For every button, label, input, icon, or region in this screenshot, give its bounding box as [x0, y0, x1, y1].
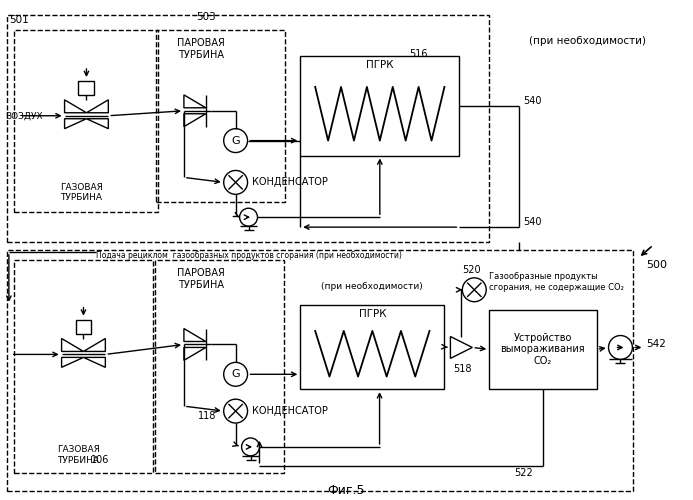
- Text: 500: 500: [647, 260, 667, 270]
- Circle shape: [224, 362, 247, 386]
- Text: (при необходимости): (при необходимости): [322, 282, 423, 292]
- Text: ГАЗОВАЯ
ТУРБИНА: ГАЗОВАЯ ТУРБИНА: [57, 446, 100, 465]
- Bar: [7, 16, 489, 242]
- Bar: [78, 81, 94, 95]
- Text: 503: 503: [196, 12, 216, 22]
- Polygon shape: [184, 348, 206, 360]
- Circle shape: [240, 208, 258, 226]
- Bar: [300, 304, 444, 389]
- Polygon shape: [64, 118, 87, 128]
- Polygon shape: [87, 118, 108, 128]
- Text: ВОЗДУХ: ВОЗДУХ: [5, 112, 42, 120]
- Text: КОНДЕНСАТОР: КОНДЕНСАТОР: [252, 406, 327, 416]
- Bar: [14, 260, 153, 473]
- Circle shape: [224, 170, 247, 194]
- Text: ПАРОВАЯ
ТУРБИНА: ПАРОВАЯ ТУРБИНА: [177, 38, 225, 60]
- Circle shape: [462, 278, 486, 301]
- Polygon shape: [62, 338, 83, 351]
- Bar: [76, 320, 91, 334]
- Polygon shape: [64, 100, 87, 113]
- Polygon shape: [87, 100, 108, 113]
- Text: Устройство
вымораживания
СО₂: Устройство вымораживания СО₂: [500, 333, 585, 366]
- Text: ГАЗОВАЯ
ТУРБИНА: ГАЗОВАЯ ТУРБИНА: [60, 183, 103, 203]
- Text: 520: 520: [462, 265, 481, 275]
- Polygon shape: [62, 358, 83, 368]
- Circle shape: [224, 128, 247, 152]
- Text: ПАРОВАЯ
ТУРБИНА: ПАРОВАЯ ТУРБИНА: [177, 268, 225, 289]
- Text: 540: 540: [523, 217, 541, 227]
- Circle shape: [224, 399, 247, 423]
- Circle shape: [608, 336, 633, 359]
- Text: 542: 542: [647, 340, 666, 349]
- Text: ПГРК: ПГРК: [358, 308, 386, 318]
- Text: 118: 118: [198, 411, 216, 421]
- Polygon shape: [83, 338, 105, 351]
- Text: ПГРК: ПГРК: [366, 60, 394, 70]
- Text: 518: 518: [453, 364, 472, 374]
- Bar: [489, 310, 597, 389]
- Bar: [14, 30, 158, 212]
- Polygon shape: [184, 95, 206, 108]
- Text: (при необходимости): (при необходимости): [529, 36, 646, 46]
- Polygon shape: [184, 328, 206, 342]
- Bar: [155, 260, 284, 473]
- Text: Газообразные продукты
сгорания, не содержащие СО₂: Газообразные продукты сгорания, не содер…: [489, 272, 624, 291]
- Polygon shape: [184, 114, 206, 126]
- Text: Подача рециклом  газообразных продуктов сгорания (при необходимости): Подача рециклом газообразных продуктов с…: [96, 252, 402, 260]
- Text: 522: 522: [514, 468, 533, 478]
- Text: Фиг.5: Фиг.5: [327, 484, 365, 496]
- Text: 516: 516: [410, 49, 428, 59]
- Text: 106: 106: [91, 455, 109, 465]
- Bar: [300, 56, 459, 156]
- Circle shape: [242, 438, 259, 456]
- Text: 501: 501: [9, 16, 28, 26]
- Bar: [7, 250, 633, 490]
- Text: G: G: [231, 136, 240, 145]
- Bar: [156, 30, 286, 203]
- Text: 540: 540: [523, 96, 541, 106]
- Text: КОНДЕНСАТОР: КОНДЕНСАТОР: [252, 178, 327, 188]
- Text: G: G: [231, 370, 240, 380]
- Polygon shape: [83, 358, 105, 368]
- Polygon shape: [450, 336, 473, 358]
